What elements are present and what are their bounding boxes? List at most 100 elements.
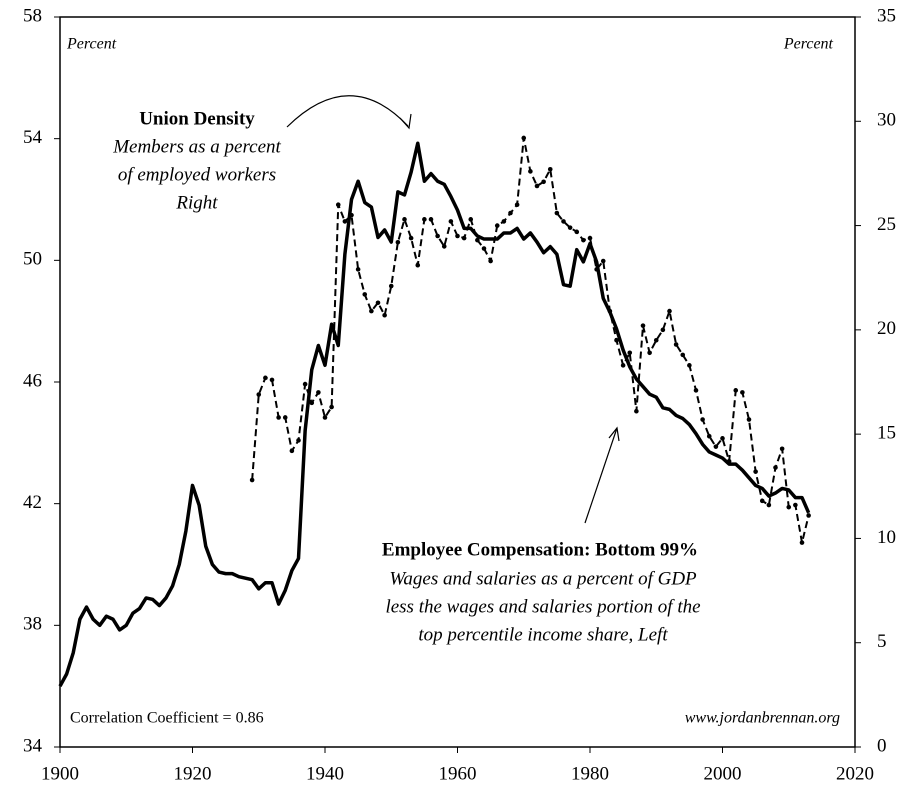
series-point <box>786 504 792 510</box>
source-note: www.jordanbrennan.org <box>685 710 840 727</box>
series-point <box>528 169 533 174</box>
series-point <box>547 166 553 172</box>
series-point <box>614 337 619 343</box>
series-point <box>554 210 560 216</box>
series-point <box>766 502 772 508</box>
y-tick-label: 38 <box>23 614 42 635</box>
series-point <box>600 258 606 264</box>
series-point <box>468 217 474 222</box>
series-point <box>574 229 580 235</box>
series-point <box>441 244 447 249</box>
series-point <box>256 392 262 397</box>
y2-tick-label: 5 <box>877 631 887 652</box>
series-point <box>375 300 381 306</box>
x-tick-label: 1980 <box>571 763 609 784</box>
x-tick-label: 1920 <box>174 763 212 784</box>
series-point <box>322 415 328 420</box>
series-point <box>316 390 321 395</box>
series-point <box>634 408 639 414</box>
series-point <box>673 342 679 347</box>
series-point <box>561 219 566 224</box>
series-point <box>806 513 811 518</box>
series-point <box>640 323 646 328</box>
series-point <box>422 217 427 222</box>
series-point <box>680 352 686 358</box>
series-point <box>720 436 725 441</box>
y2-axis-label: Percent <box>783 36 834 53</box>
series-point <box>726 458 732 464</box>
series-note: less the wages and salaries portion of t… <box>385 596 700 617</box>
y2-tick-label: 25 <box>877 214 896 235</box>
series-point <box>759 498 765 504</box>
series-title: Union Density <box>139 108 255 129</box>
y-tick-label: 46 <box>23 370 42 391</box>
series-note: top percentile income share, Left <box>418 624 668 645</box>
series-point <box>296 438 301 443</box>
series-point <box>488 258 493 264</box>
x-tick-label: 2000 <box>704 763 742 784</box>
x-tick-label: 1960 <box>439 763 477 784</box>
arrow <box>286 95 409 128</box>
series-point <box>653 337 659 343</box>
series-point <box>647 350 652 356</box>
x-tick-label: 1900 <box>41 763 79 784</box>
series-point <box>461 235 467 241</box>
arrow-head <box>399 113 412 130</box>
series-point <box>799 540 805 545</box>
y2-tick-label: 30 <box>877 110 896 131</box>
series-title: Employee Compensation: Bottom 99% <box>382 539 698 560</box>
series-point <box>508 210 513 216</box>
y2-tick-label: 20 <box>877 318 896 339</box>
y-tick-label: 50 <box>23 249 42 270</box>
series-point <box>581 237 586 243</box>
series-point <box>249 477 255 483</box>
series-point <box>753 469 758 474</box>
series-point <box>773 465 778 470</box>
series-point <box>455 233 460 239</box>
series-point <box>587 235 593 241</box>
series-point <box>475 237 480 243</box>
series-point <box>448 219 454 224</box>
x-tick-label: 2020 <box>836 763 874 784</box>
series-point <box>369 308 374 314</box>
series-point <box>282 415 288 420</box>
y-tick-label: 54 <box>23 127 43 148</box>
x-tick-label: 1940 <box>306 763 344 784</box>
series-point <box>481 246 487 251</box>
series-point <box>289 448 295 454</box>
series-point <box>607 308 613 314</box>
series-point <box>660 327 666 333</box>
series-point <box>349 212 354 218</box>
series-note: of employed workers <box>118 164 276 185</box>
series-point <box>329 404 334 410</box>
series-point <box>388 283 394 289</box>
series-point <box>779 446 785 452</box>
series-point <box>395 239 401 245</box>
series-point <box>594 267 599 272</box>
series-point <box>501 219 507 224</box>
series-point <box>541 179 546 185</box>
series-point <box>567 225 573 230</box>
y2-tick-label: 15 <box>877 423 896 444</box>
series-point <box>263 375 268 381</box>
series-note: Right <box>175 192 218 213</box>
y-axis-label: Percent <box>66 36 117 53</box>
series-point <box>382 312 387 318</box>
series-point <box>494 223 500 228</box>
series-point <box>793 502 798 508</box>
series-point <box>733 388 739 393</box>
y-tick-label: 58 <box>23 5 42 26</box>
series-point <box>713 444 719 449</box>
series-point <box>355 267 361 272</box>
series-point <box>335 202 341 208</box>
y2-tick-label: 10 <box>877 527 896 548</box>
series-note: Wages and salaries as a percent of GDP <box>389 568 697 589</box>
series-point <box>627 350 633 356</box>
series-point <box>534 183 540 189</box>
series-point <box>687 363 692 368</box>
series-line <box>58 141 811 688</box>
y-tick-label: 34 <box>23 735 43 756</box>
series-point <box>402 217 407 222</box>
series-note: Members as a percent <box>112 136 281 157</box>
